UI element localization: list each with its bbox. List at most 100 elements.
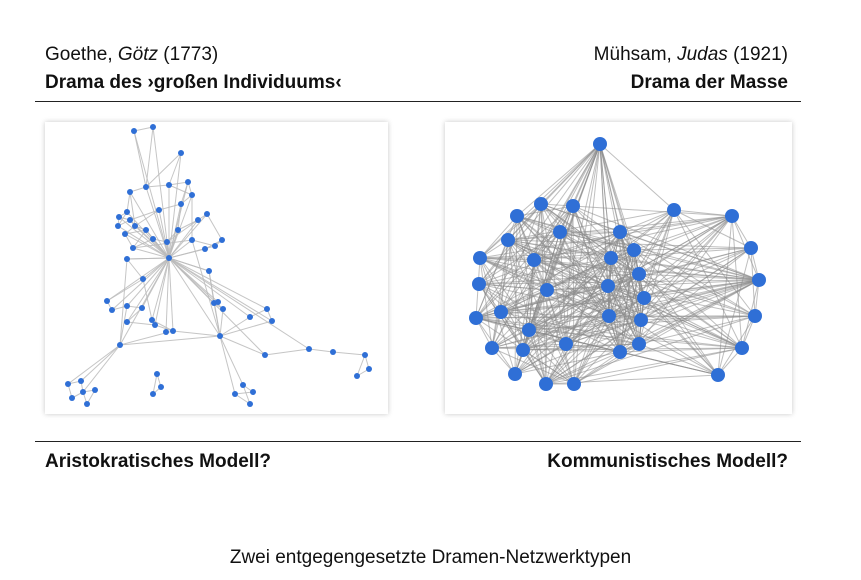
right-graph-node xyxy=(522,323,536,337)
left-graph-edge xyxy=(82,344,121,393)
left-graph-edge xyxy=(129,191,170,259)
left-graph-node xyxy=(366,366,372,372)
right-graph-edge xyxy=(491,279,760,349)
left-graph-node xyxy=(362,352,368,358)
left-graph-node xyxy=(262,352,268,358)
right-graph-node xyxy=(601,279,615,293)
left-graph-edge xyxy=(158,209,170,259)
right-graph-node xyxy=(602,309,616,323)
right-graph-edge xyxy=(479,203,542,259)
left-graph-node xyxy=(178,201,184,207)
right-graph-edge xyxy=(478,257,612,285)
right-graph-edge xyxy=(514,351,621,375)
right-graph-node xyxy=(501,233,515,247)
left-graph-edge xyxy=(234,391,254,395)
left-graph-edge xyxy=(206,213,223,241)
right-graph-edge xyxy=(479,215,733,259)
left-graph-edge xyxy=(168,257,219,303)
right-graph-edge xyxy=(507,203,542,241)
left-graph-node xyxy=(219,237,225,243)
right-graph-edge xyxy=(522,347,743,351)
right-graph-edge xyxy=(573,351,621,385)
right-graph-node xyxy=(553,225,567,239)
left-graph-node xyxy=(116,214,122,220)
right-graph-edge xyxy=(717,247,752,376)
left-graph-edge xyxy=(132,247,170,259)
right-graph-edge xyxy=(507,239,719,376)
left-graph-edge xyxy=(133,126,154,132)
left-graph-node xyxy=(127,189,133,195)
left-graph-edge xyxy=(134,225,170,259)
right-graph-edge xyxy=(545,209,675,385)
left-graph-edges xyxy=(67,126,370,405)
right-graph-edge xyxy=(638,273,719,376)
right-graph-edge xyxy=(514,249,635,375)
right-graph-edge xyxy=(638,209,675,275)
left-graph-edge xyxy=(165,257,170,333)
right-graph-edge xyxy=(573,215,733,385)
bottom-divider xyxy=(35,441,801,442)
left-graph-edge xyxy=(168,239,193,259)
right-graph-node xyxy=(613,345,627,359)
left-graph-node xyxy=(166,255,172,261)
right-graph-edge xyxy=(475,259,535,319)
left-graph-node xyxy=(195,217,201,223)
right-graph-edge xyxy=(522,231,621,351)
left-graph-node xyxy=(264,306,270,312)
right-graph-edge xyxy=(528,215,733,331)
left-graph-node xyxy=(152,322,158,328)
right-graph-node xyxy=(494,305,508,319)
right-graph-node xyxy=(748,309,762,323)
left-graph-node xyxy=(269,318,275,324)
right-graph-edge xyxy=(599,143,675,211)
left-graph-edge xyxy=(168,229,179,259)
left-graph-edge xyxy=(124,229,147,235)
right-graph-edge xyxy=(640,319,743,349)
left-graph-node xyxy=(140,276,146,282)
right-author: Mühsam, xyxy=(593,44,672,65)
right-graph-edge xyxy=(528,259,535,331)
left-graph-node xyxy=(306,346,312,352)
right-graph-edge xyxy=(479,257,547,385)
left-graph-node xyxy=(122,231,128,237)
left-graph-node xyxy=(175,227,181,233)
right-graph-edge xyxy=(673,209,756,317)
left-graph-edge xyxy=(126,257,170,307)
left-graph-edge xyxy=(126,191,131,213)
left-graph-edge xyxy=(168,181,189,186)
right-graph-edge xyxy=(479,257,743,349)
left-graph-edge xyxy=(332,351,366,356)
right-graph-node xyxy=(632,337,646,351)
right-graph-edge xyxy=(516,143,601,217)
left-network-panel xyxy=(45,122,388,414)
left-graph-edge xyxy=(177,219,199,231)
left-graph-node xyxy=(250,389,256,395)
left-graph-node xyxy=(150,236,156,242)
right-graph-node xyxy=(534,197,548,211)
left-graph-node xyxy=(124,209,130,215)
right-graph-edge xyxy=(638,315,756,345)
left-graph-edge xyxy=(80,344,121,382)
right-model-label: Kommunistisches Modell? xyxy=(547,451,788,472)
left-graph-node xyxy=(131,128,137,134)
left-graph-edge xyxy=(145,152,182,188)
left-graph-edge xyxy=(134,209,160,227)
right-graph-node xyxy=(566,199,580,213)
right-graph-node xyxy=(559,337,573,351)
left-graph-edge xyxy=(213,302,221,337)
goetz-network-graph xyxy=(65,124,372,407)
right-graph-edge xyxy=(479,215,518,259)
left-graph-node xyxy=(127,217,133,223)
right-graph-edge xyxy=(633,249,640,345)
right-graph-node xyxy=(540,283,554,297)
left-graph-node xyxy=(204,211,210,217)
left-graph-node xyxy=(202,246,208,252)
right-graph-edge xyxy=(533,143,601,261)
left-graph-nodes xyxy=(65,124,372,407)
right-graph-edge xyxy=(572,205,760,281)
right-graph-node xyxy=(516,343,530,357)
left-graph-edge xyxy=(119,258,128,346)
right-graph-edge xyxy=(619,209,675,353)
right-graph-node xyxy=(667,203,681,217)
right-graph-edge xyxy=(573,347,743,385)
